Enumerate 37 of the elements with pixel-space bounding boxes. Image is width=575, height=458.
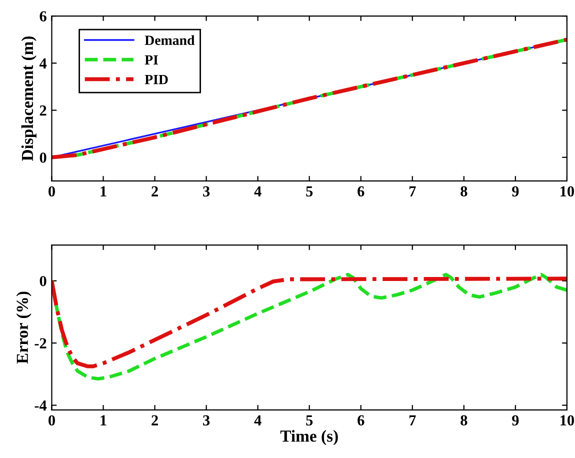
x-tick-label: 9 <box>512 415 519 426</box>
x-tick-label: 7 <box>409 186 416 196</box>
x-tick-label: 6 <box>358 186 364 197</box>
x-tick-label: 6 <box>358 415 364 426</box>
x-tick-label: 9 <box>512 186 519 197</box>
x-axis-title: Time (s) <box>280 430 338 446</box>
x-tick-label: 8 <box>460 415 468 426</box>
x-tick-label: 2 <box>152 415 158 426</box>
x-tick-label: 0 <box>48 415 55 426</box>
y-tick-label: 6 <box>40 11 46 22</box>
x-tick-label: 5 <box>306 186 313 197</box>
x-tick-label: 8 <box>460 186 468 197</box>
x-tick-label: 7 <box>409 415 416 426</box>
y-tick-label: 4 <box>39 58 47 68</box>
x-tick-label: 1 <box>100 415 106 426</box>
x-tick-label: 3 <box>203 415 210 426</box>
line-series <box>52 272 567 381</box>
x-tick-label: 4 <box>254 415 262 426</box>
x-tick-label: 5 <box>306 415 313 426</box>
line-series <box>52 276 567 368</box>
y-tick-label: 2 <box>40 105 46 116</box>
y-axis-title: Error (%) <box>16 292 32 364</box>
legend-label: PID <box>144 75 168 84</box>
y-tick-label: -4 <box>34 400 47 411</box>
legend-label: Demand <box>144 35 195 45</box>
x-tick-label: 4 <box>254 186 262 196</box>
y-axis-title: Displacement (m) <box>21 36 36 161</box>
y-tick-label: 0 <box>40 276 46 286</box>
legend-label: PI <box>144 55 158 64</box>
x-tick-label: 3 <box>203 186 210 197</box>
y-tick-label: 0 <box>40 152 46 163</box>
y-tick-label: -2 <box>34 338 46 348</box>
x-tick-label: 1 <box>100 186 106 196</box>
x-tick-label: 0 <box>48 186 55 197</box>
x-tick-label: 2 <box>152 186 158 196</box>
x-tick-label: 10 <box>560 415 574 426</box>
x-tick-label: 10 <box>560 186 574 197</box>
